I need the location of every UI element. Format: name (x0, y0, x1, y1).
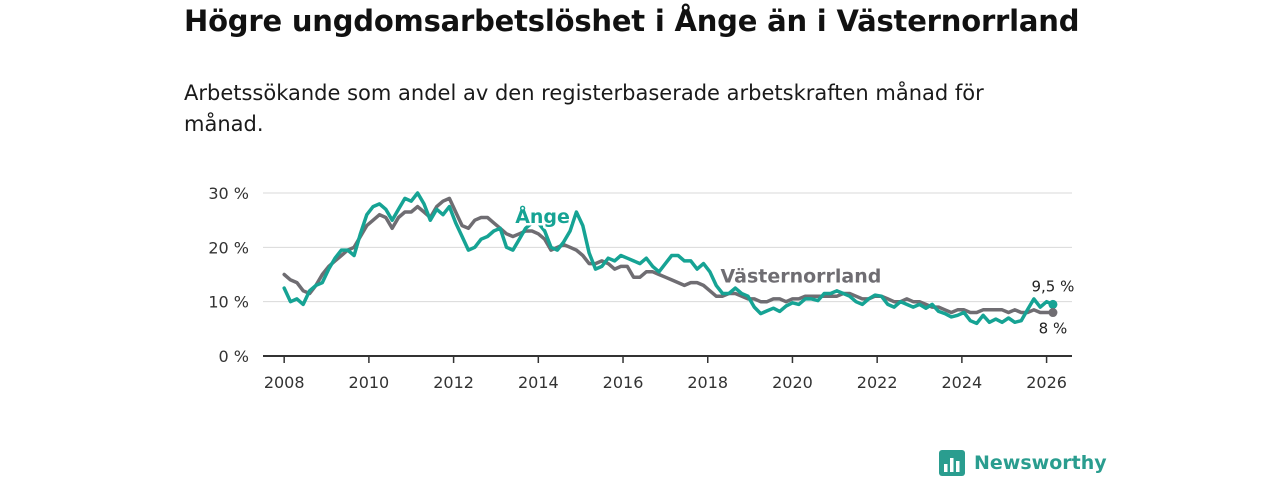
y-tick-label: 20 % (208, 238, 249, 257)
x-tick-label: 2010 (349, 373, 390, 392)
series-annotation-ange: Ånge (515, 204, 570, 228)
x-tick-label: 2024 (942, 373, 983, 392)
brand-logo[interactable]: Newsworthy (938, 449, 1107, 477)
newsworthy-logo-icon (939, 450, 965, 476)
end-value-label: 8 % (1039, 320, 1068, 338)
end-point-ange (1048, 299, 1058, 309)
x-tick-label: 2022 (857, 373, 898, 392)
end-point-vasternorrland (1048, 308, 1058, 318)
series-annotation-vasternorrland: Västernorrland (720, 266, 881, 288)
x-tick-label: 2014 (518, 373, 559, 392)
y-tick-label: 0 % (219, 347, 249, 366)
x-tick-label: 2018 (687, 373, 728, 392)
brand-name: Newsworthy (974, 452, 1107, 474)
x-tick-label: 2026 (1026, 373, 1067, 392)
line-chart: 0 % 10 % 20 % 30 % 2008 2010 2012 2014 2016 2018 2… (208, 184, 1074, 392)
x-tick-label: 2016 (603, 373, 644, 392)
series-line-ange (282, 191, 1055, 326)
end-value-label: 9,5 % (1031, 277, 1074, 295)
x-tick-label: 2020 (772, 373, 813, 392)
series-line-vasternorrland (282, 196, 1055, 315)
chart-subtitle: Arbetssökande som andel av den registerb… (184, 81, 984, 136)
y-tick-label: 10 % (208, 293, 249, 312)
y-tick-label: 30 % (208, 184, 249, 203)
x-tick-label: 2008 (264, 373, 305, 392)
chart-title: Högre ungdomsarbetslöshet i Ånge än i Vä… (184, 4, 1080, 38)
x-tick-label: 2012 (433, 373, 474, 392)
